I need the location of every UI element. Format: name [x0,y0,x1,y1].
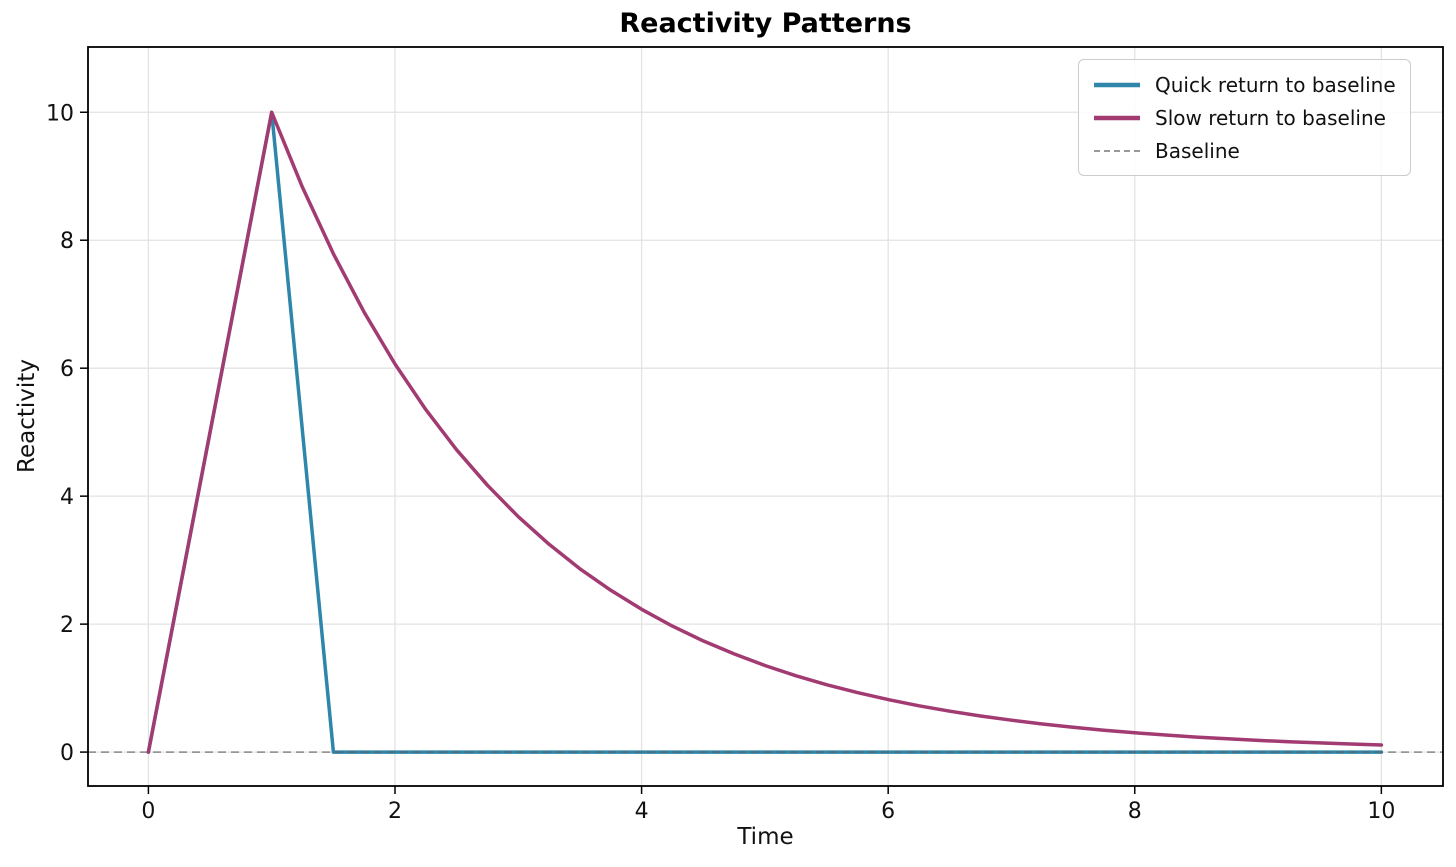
legend: Quick return to baseline Slow return to b… [1078,59,1411,176]
legend-item: Slow return to baseline [1093,101,1396,134]
y-tick-label: 4 [60,485,74,510]
tick-labels: 0 2 4 6 8 10 0 2 4 6 8 10 [46,101,1395,824]
x-tick-label: 10 [1367,799,1395,824]
legend-item: Quick return to baseline [1093,68,1396,101]
legend-label: Baseline [1155,138,1240,163]
legend-swatch-line-icon [1094,82,1140,87]
legend-item: Baseline [1093,134,1396,167]
y-tick-label: 6 [60,357,74,382]
x-axis-label: Time [737,824,794,850]
tick-marks [80,111,1383,794]
series-lines [88,110,1443,754]
x-tick-label: 4 [635,799,649,824]
legend-swatch-line-icon [1094,115,1140,120]
legend-label: Quick return to baseline [1155,72,1396,97]
legend-label: Slow return to baseline [1155,105,1386,130]
y-tick-label: 0 [60,741,74,766]
x-tick-label: 8 [1128,799,1142,824]
y-tick-label: 8 [60,229,74,254]
x-tick-label: 2 [388,799,402,824]
y-tick-label: 10 [46,101,74,126]
y-tick-label: 2 [60,613,74,638]
x-tick-label: 0 [141,799,155,824]
chart-title: Reactivity Patterns [619,8,912,39]
legend-swatch-dashed-line-icon [1094,149,1140,152]
x-tick-label: 6 [881,799,895,824]
series-line-0 [146,110,1384,754]
plot-border [87,46,1444,787]
series-line-1 [146,110,1384,754]
